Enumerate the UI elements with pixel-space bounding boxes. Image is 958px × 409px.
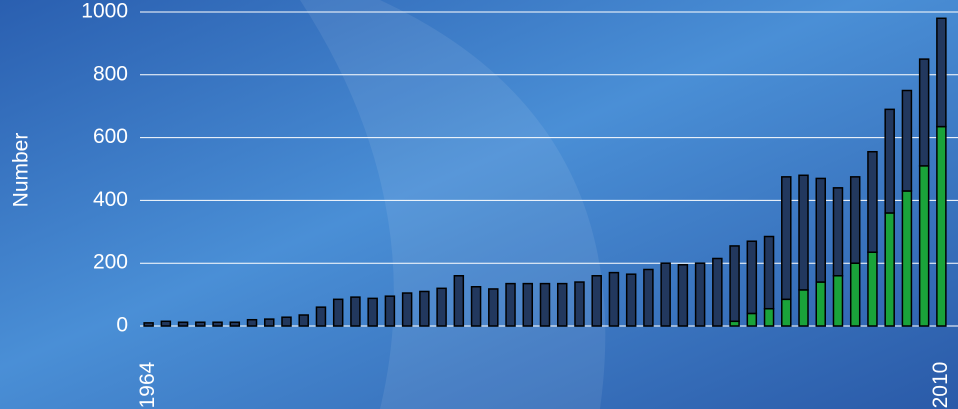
bar-segment [798,289,809,327]
bar-segment [470,286,482,327]
bar-segment [436,287,447,327]
bar-segment [867,251,878,327]
bar-segment [505,282,516,327]
bar-segment [781,298,792,327]
bar-segment [694,262,706,327]
bar-segment [143,322,154,327]
bar-segment [384,295,396,327]
bar-segment [195,321,206,327]
bar-segment [367,297,378,327]
bar-segment [832,187,844,277]
bar-segment [539,282,551,327]
bar-segment [453,275,465,327]
bar-segment [522,282,534,327]
bar-segment [901,89,913,192]
bar-segment [419,290,430,327]
bar-segment [229,321,241,327]
bar-segment [936,17,947,128]
y-axis-label: Number [10,133,33,208]
bar-segment [264,318,275,327]
bar-segment [212,321,223,327]
bar-segment [815,281,826,327]
bar-segment [298,314,309,327]
y-tick-label: 600 [93,125,128,148]
bar-segment [729,245,740,323]
bar-segment [746,240,758,315]
bar-segment [281,316,292,327]
bar-segment [781,176,792,301]
bar-segment [884,108,895,214]
bar-segment [332,298,344,327]
bar-segment [867,150,878,253]
bar-segment [660,262,671,327]
bar-segment [625,273,637,327]
bar-segment [591,275,602,327]
y-tick-label: 800 [93,62,128,85]
bar-segment [918,58,930,167]
y-tick-label: 0 [116,314,128,337]
bar-segment [160,320,172,327]
bar-segment [884,212,895,327]
bar-segment [849,176,861,264]
bar-segment [556,282,568,327]
bar-segment [918,165,930,327]
y-tick-label: 1000 [81,0,128,23]
bar-segment [712,257,723,327]
bar-segment [746,312,758,327]
bar-segment [401,292,413,327]
bar-segment [643,268,654,327]
bar-segment [901,190,913,327]
bar-segment [832,275,844,327]
y-tick-label: 400 [93,188,128,211]
bar-segment [315,306,327,327]
bar-segment [763,235,775,310]
bar-segment [936,125,947,327]
x-tick-label: 2010 [929,362,952,409]
bar-segment [815,177,826,283]
y-tick-label: 200 [93,251,128,274]
bar-segment [350,296,361,327]
bar-segment [608,271,620,327]
bar-segment [849,262,861,327]
bar-segment [177,321,189,327]
bar-segment [677,264,689,327]
bar-segment [763,307,775,327]
x-tick-label: 1964 [136,361,159,408]
bar-segment [246,318,258,327]
bar-segment [574,281,585,327]
bar-segment [488,288,499,327]
bar-segment [798,174,809,291]
